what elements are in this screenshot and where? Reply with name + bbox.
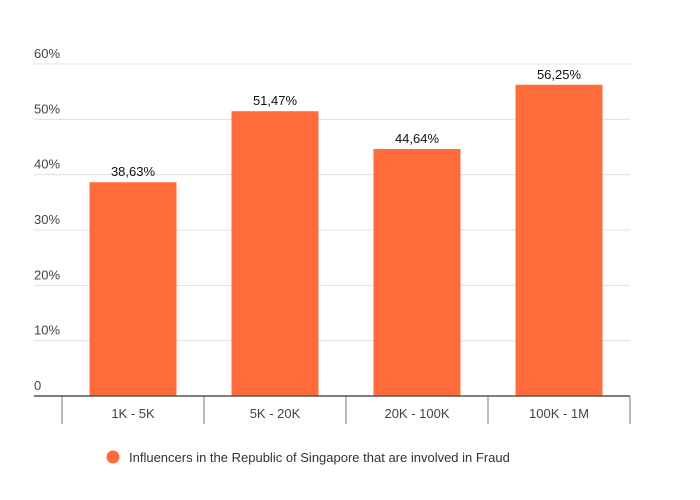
x-tick-label: 5K - 20K	[250, 406, 301, 421]
data-label: 44,64%	[395, 131, 440, 146]
data-label: 38,63%	[111, 164, 156, 179]
x-axis: 1K - 5K 5K - 20K 20K - 100K 100K - 1M	[34, 395, 631, 424]
bar	[89, 182, 177, 396]
y-tick-label: 30%	[34, 212, 60, 227]
legend: Influencers in the Republic of Singapore…	[106, 450, 510, 465]
bars: 38,63% 51,47% 44,64% 56,25%	[89, 67, 603, 396]
y-tick-label: 20%	[34, 267, 60, 282]
y-tick-label: 50%	[34, 101, 60, 116]
y-tick-label: 40%	[34, 157, 60, 172]
x-tick-label: 100K - 1M	[529, 406, 589, 421]
y-tick-label: 0	[34, 378, 41, 393]
y-axis-ticks: 0 10% 20% 30% 40% 50% 60%	[34, 46, 60, 393]
data-label: 56,25%	[537, 67, 582, 82]
x-tick-label: 20K - 100K	[384, 406, 449, 421]
bar	[515, 84, 603, 396]
bar	[231, 111, 319, 396]
y-tick-label: 10%	[34, 323, 60, 338]
legend-label: Influencers in the Republic of Singapore…	[129, 450, 510, 465]
x-tick-label: 1K - 5K	[111, 406, 155, 421]
legend-marker	[106, 450, 120, 464]
bar	[373, 148, 461, 396]
y-tick-label: 60%	[34, 46, 60, 61]
data-label: 51,47%	[253, 93, 298, 108]
